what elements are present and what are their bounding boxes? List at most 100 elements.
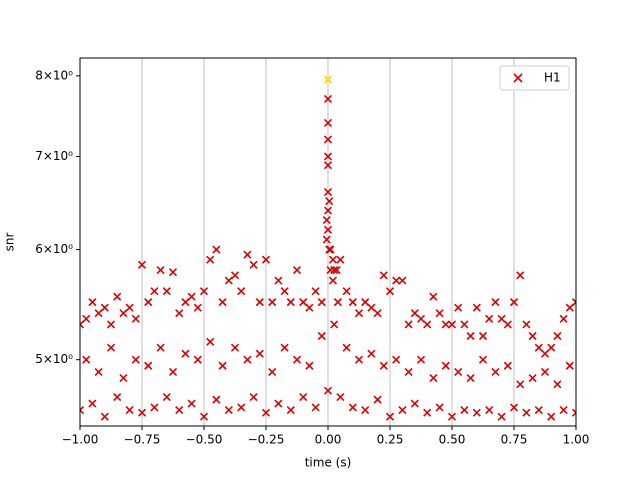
point <box>547 343 556 352</box>
point <box>255 349 264 358</box>
point <box>193 303 202 312</box>
point <box>243 250 252 259</box>
point <box>416 314 426 323</box>
point <box>398 276 407 285</box>
x-tick-label: 0.75 <box>501 433 528 447</box>
x-tick-label: −1.00 <box>62 433 99 447</box>
point <box>286 298 295 307</box>
point <box>410 399 419 408</box>
point <box>373 395 382 404</box>
point <box>423 320 432 329</box>
point <box>460 405 469 415</box>
point <box>447 412 457 421</box>
point <box>144 298 153 307</box>
point <box>323 94 333 103</box>
point <box>447 320 457 329</box>
point <box>230 271 240 280</box>
point <box>237 287 246 296</box>
point <box>398 405 407 415</box>
point <box>379 361 388 370</box>
point <box>332 265 341 275</box>
point <box>249 260 258 269</box>
point <box>88 298 97 307</box>
point <box>150 403 159 412</box>
point <box>559 405 568 415</box>
point <box>286 405 295 415</box>
x-tick-label: 0.50 <box>439 433 466 447</box>
point <box>472 408 481 417</box>
point <box>373 309 382 318</box>
point <box>100 412 109 421</box>
point <box>292 265 302 275</box>
point <box>218 298 227 307</box>
point <box>94 367 103 376</box>
x-tick-label: −0.75 <box>124 433 161 447</box>
point <box>328 255 338 264</box>
point <box>292 355 302 364</box>
point <box>168 367 178 376</box>
point <box>317 331 326 341</box>
point <box>485 405 494 415</box>
point <box>416 355 426 364</box>
point <box>274 399 283 408</box>
point <box>385 287 395 296</box>
point <box>305 303 314 312</box>
point <box>435 309 444 318</box>
point <box>249 392 258 402</box>
point <box>162 287 171 296</box>
x-tick-label: −0.25 <box>248 433 285 447</box>
point <box>261 408 271 417</box>
point <box>509 403 519 412</box>
point <box>336 392 345 402</box>
y-tick-label: 7×10⁰ <box>35 149 73 163</box>
point <box>175 405 184 415</box>
point <box>323 118 333 127</box>
point <box>534 343 543 352</box>
point <box>175 309 184 318</box>
x-tick-label: 1.00 <box>563 433 590 447</box>
point <box>392 355 401 364</box>
point <box>237 403 246 412</box>
point <box>565 361 574 370</box>
point <box>361 405 370 415</box>
point <box>528 374 537 383</box>
point <box>429 292 438 301</box>
point <box>325 245 334 254</box>
point <box>354 355 364 364</box>
point <box>454 303 463 312</box>
point <box>460 320 469 329</box>
point <box>80 320 85 329</box>
point <box>540 349 550 358</box>
point <box>230 343 240 352</box>
point <box>522 320 531 329</box>
point <box>243 355 252 364</box>
point <box>150 287 159 296</box>
point <box>354 309 364 318</box>
point <box>348 403 357 412</box>
point <box>429 374 438 383</box>
point <box>565 303 574 312</box>
point <box>125 405 134 415</box>
point <box>503 361 512 370</box>
point <box>323 206 333 215</box>
point <box>478 331 488 341</box>
point <box>342 343 351 352</box>
point <box>522 408 531 417</box>
point <box>144 361 153 370</box>
point <box>553 331 562 341</box>
point <box>137 260 147 269</box>
y-tick-label: 6×10⁰ <box>35 242 73 256</box>
point <box>255 298 264 307</box>
point <box>181 349 190 358</box>
point <box>323 135 333 144</box>
point <box>168 268 178 277</box>
point <box>410 309 419 318</box>
point <box>392 276 401 285</box>
point <box>193 355 202 364</box>
point <box>82 314 91 323</box>
point <box>547 412 556 421</box>
x-tick-label: 0.00 <box>315 433 342 447</box>
point <box>199 287 209 296</box>
point <box>82 355 91 364</box>
point <box>106 343 116 352</box>
